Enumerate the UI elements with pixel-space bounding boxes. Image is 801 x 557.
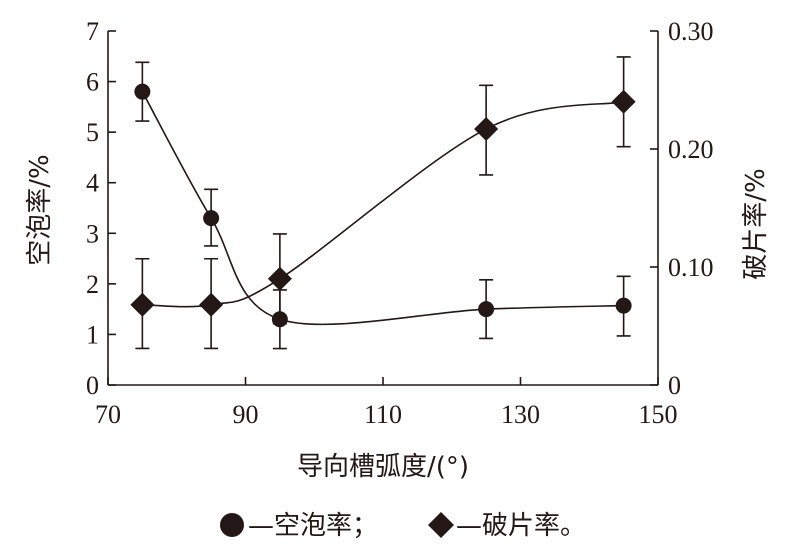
data-point-circle: [134, 83, 151, 100]
data-point-circle: [478, 301, 495, 318]
legend-diamond-marker: [428, 512, 454, 538]
right-y-tick-label: 0.30: [668, 17, 714, 46]
axes: [107, 31, 659, 386]
data-point-circle: [203, 210, 220, 227]
x-tick-label: 130: [501, 400, 540, 429]
data-point-diamond: [130, 292, 155, 317]
left-y-tick-label: 2: [86, 270, 99, 299]
data-point-diamond: [267, 266, 292, 291]
right-y-tick-label: 0: [668, 371, 681, 400]
right-y-tick-label: 0.20: [668, 135, 714, 164]
left-y-tick-label: 7: [86, 17, 99, 46]
data-point-circle: [615, 297, 632, 314]
x-axis-title: 导向槽弧度/(°): [297, 452, 469, 482]
series-curves: [141, 91, 624, 326]
legend: —空泡率； —破片率。: [220, 511, 586, 541]
left-y-tick-label: 0: [86, 371, 99, 400]
data-point-diamond: [474, 116, 499, 141]
data-point-diamond: [199, 292, 224, 317]
left-y-tick-label: 6: [86, 68, 99, 97]
right-y-tick-label: 0.10: [668, 253, 714, 282]
data-point-diamond: [611, 89, 636, 114]
legend-entry-fragment: —破片率。: [456, 511, 586, 541]
left-y-tick-label: 3: [86, 219, 99, 248]
x-tick-label: 90: [233, 400, 259, 429]
data-points: [130, 83, 636, 328]
x-tick-label: 150: [639, 400, 678, 429]
right-y-axis-title: 破片率/%: [741, 168, 771, 279]
left-y-tick-label: 1: [86, 320, 99, 349]
legend-circle-marker: [220, 513, 244, 537]
left-y-tick-label: 4: [86, 169, 99, 198]
data-point-circle: [271, 311, 288, 328]
left-y-tick-label: 5: [86, 118, 99, 147]
x-tick-label: 110: [364, 400, 402, 429]
x-tick-label: 70: [95, 400, 121, 429]
series-line-1: [142, 101, 624, 308]
legend-entry-cavitation: —空泡率；: [248, 511, 378, 541]
error-bars: [135, 56, 631, 350]
series-line-0: [141, 91, 624, 326]
left-y-axis-title: 空泡率/%: [25, 154, 55, 265]
